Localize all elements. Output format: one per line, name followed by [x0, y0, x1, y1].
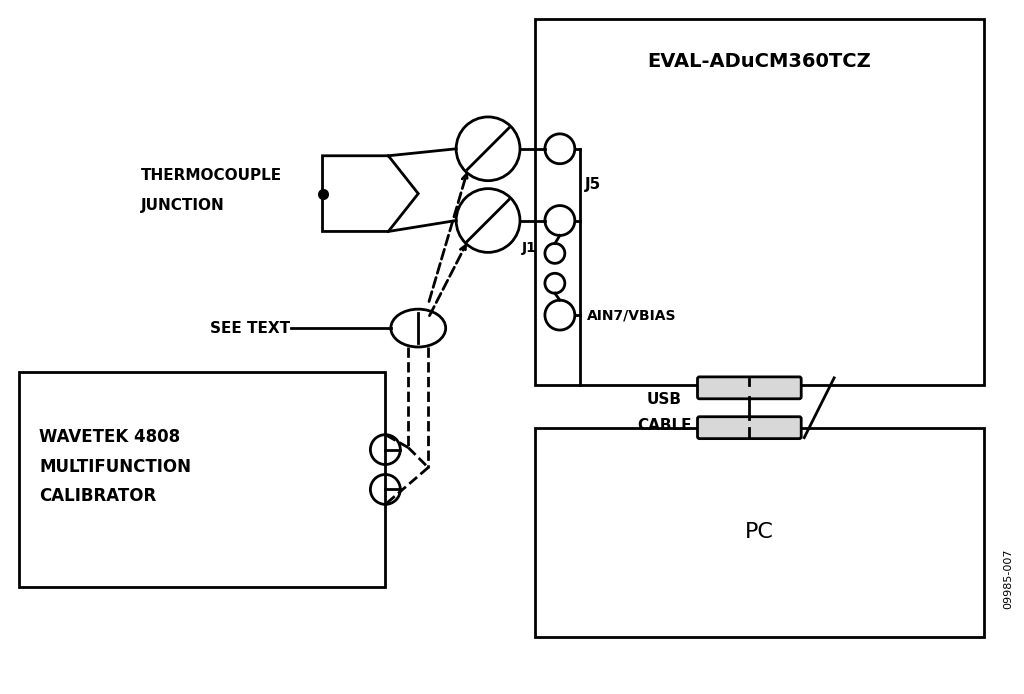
- Text: J1: J1: [522, 242, 537, 255]
- Text: USB: USB: [647, 392, 682, 407]
- Text: AIN7/VBIAS: AIN7/VBIAS: [587, 308, 676, 322]
- Text: JUNCTION: JUNCTION: [141, 198, 224, 213]
- Bar: [535, 428, 984, 637]
- FancyBboxPatch shape: [697, 377, 801, 399]
- Text: MULTIFUNCTION: MULTIFUNCTION: [39, 457, 191, 475]
- Text: CABLE: CABLE: [637, 418, 692, 433]
- Text: J5: J5: [585, 177, 601, 192]
- Text: THERMOCOUPLE: THERMOCOUPLE: [141, 168, 283, 183]
- Text: CALIBRATOR: CALIBRATOR: [39, 487, 157, 505]
- Text: SEE TEXT: SEE TEXT: [211, 321, 291, 336]
- Bar: [19, 372, 385, 587]
- Bar: [535, 19, 984, 385]
- Text: PC: PC: [744, 523, 774, 542]
- Text: WAVETEK 4808: WAVETEK 4808: [39, 428, 180, 446]
- FancyBboxPatch shape: [697, 416, 801, 439]
- Text: EVAL-ADuCM360TCZ: EVAL-ADuCM360TCZ: [647, 51, 871, 71]
- Text: 09985-007: 09985-007: [1004, 549, 1014, 609]
